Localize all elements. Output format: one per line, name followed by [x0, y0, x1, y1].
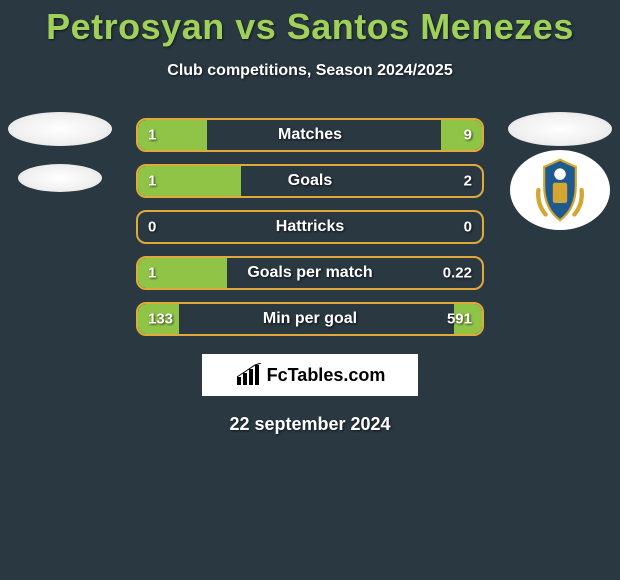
stat-row: 0 Hattricks 0 [136, 210, 484, 244]
stat-right-value: 0 [464, 219, 472, 236]
team-badge-left-1 [8, 112, 112, 146]
stat-left-value: 133 [148, 311, 173, 328]
team-badge-right-1 [508, 112, 612, 146]
crest-icon [524, 154, 596, 226]
stat-row: 1 Matches 9 [136, 118, 484, 152]
bar-chart-icon [235, 363, 263, 387]
stat-right-value: 2 [464, 173, 472, 190]
snapshot-date: 22 september 2024 [0, 414, 620, 435]
team-crest-right [510, 150, 610, 230]
stat-label: Hattricks [276, 218, 344, 236]
source-logo-text: FcTables.com [267, 365, 386, 386]
comparison-panel: 1 Matches 9 1 Goals 2 0 Hattricks 0 1 Go… [0, 118, 620, 435]
stat-right-value: 0.22 [443, 265, 472, 282]
stat-left-value: 1 [148, 173, 156, 190]
right-team-col [508, 112, 612, 230]
team-badge-left-2 [18, 164, 102, 192]
stat-row: 133 Min per goal 591 [136, 302, 484, 336]
bar-fill-right [441, 120, 482, 150]
stat-row: 1 Goals 2 [136, 164, 484, 198]
source-logo: FcTables.com [202, 354, 418, 396]
page-title: Petrosyan vs Santos Menezes [0, 0, 620, 48]
page-subtitle: Club competitions, Season 2024/2025 [0, 62, 620, 80]
stat-label: Matches [278, 126, 342, 144]
stat-label: Goals per match [247, 264, 372, 282]
stat-label: Min per goal [263, 310, 357, 328]
left-team-col [8, 112, 112, 210]
stat-right-value: 9 [464, 127, 472, 144]
stat-row: 1 Goals per match 0.22 [136, 256, 484, 290]
stat-left-value: 1 [148, 265, 156, 282]
stat-label: Goals [288, 172, 332, 190]
stat-right-value: 591 [447, 311, 472, 328]
stat-left-value: 1 [148, 127, 156, 144]
stat-left-value: 0 [148, 219, 156, 236]
stats-bars: 1 Matches 9 1 Goals 2 0 Hattricks 0 1 Go… [136, 118, 484, 336]
